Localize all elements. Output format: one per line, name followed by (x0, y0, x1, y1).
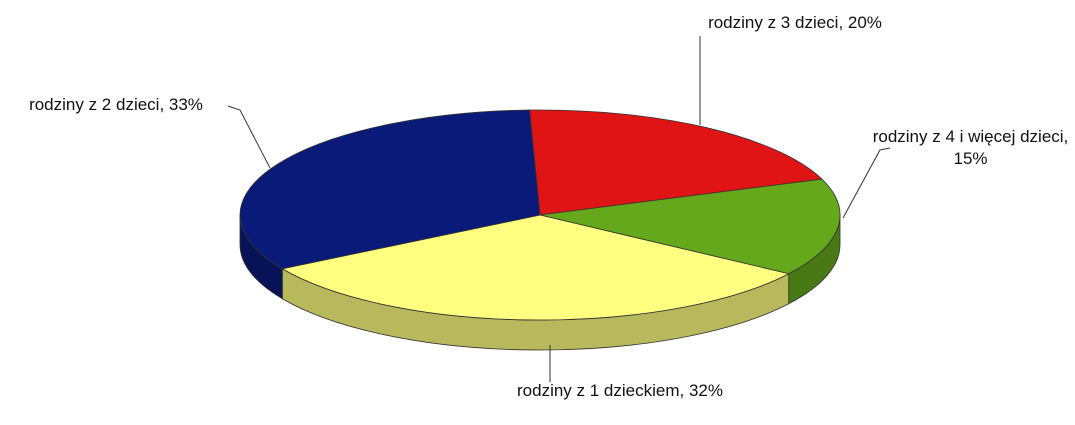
pie-slice (239, 109, 541, 270)
pie-slice (281, 214, 790, 321)
data-label: rodziny z 3 dzieci, 20% (708, 13, 882, 32)
pie-slice (539, 178, 841, 275)
leader-line (227, 105, 271, 169)
pie-slice (529, 109, 823, 216)
data-label: rodziny z 4 i więcej dzieci, 15% (872, 127, 1069, 168)
leader-line (842, 147, 891, 219)
data-label: rodziny z 2 dzieci, 33% (29, 95, 203, 114)
data-label: rodziny z 1 dzieckiem, 32% (517, 381, 723, 400)
